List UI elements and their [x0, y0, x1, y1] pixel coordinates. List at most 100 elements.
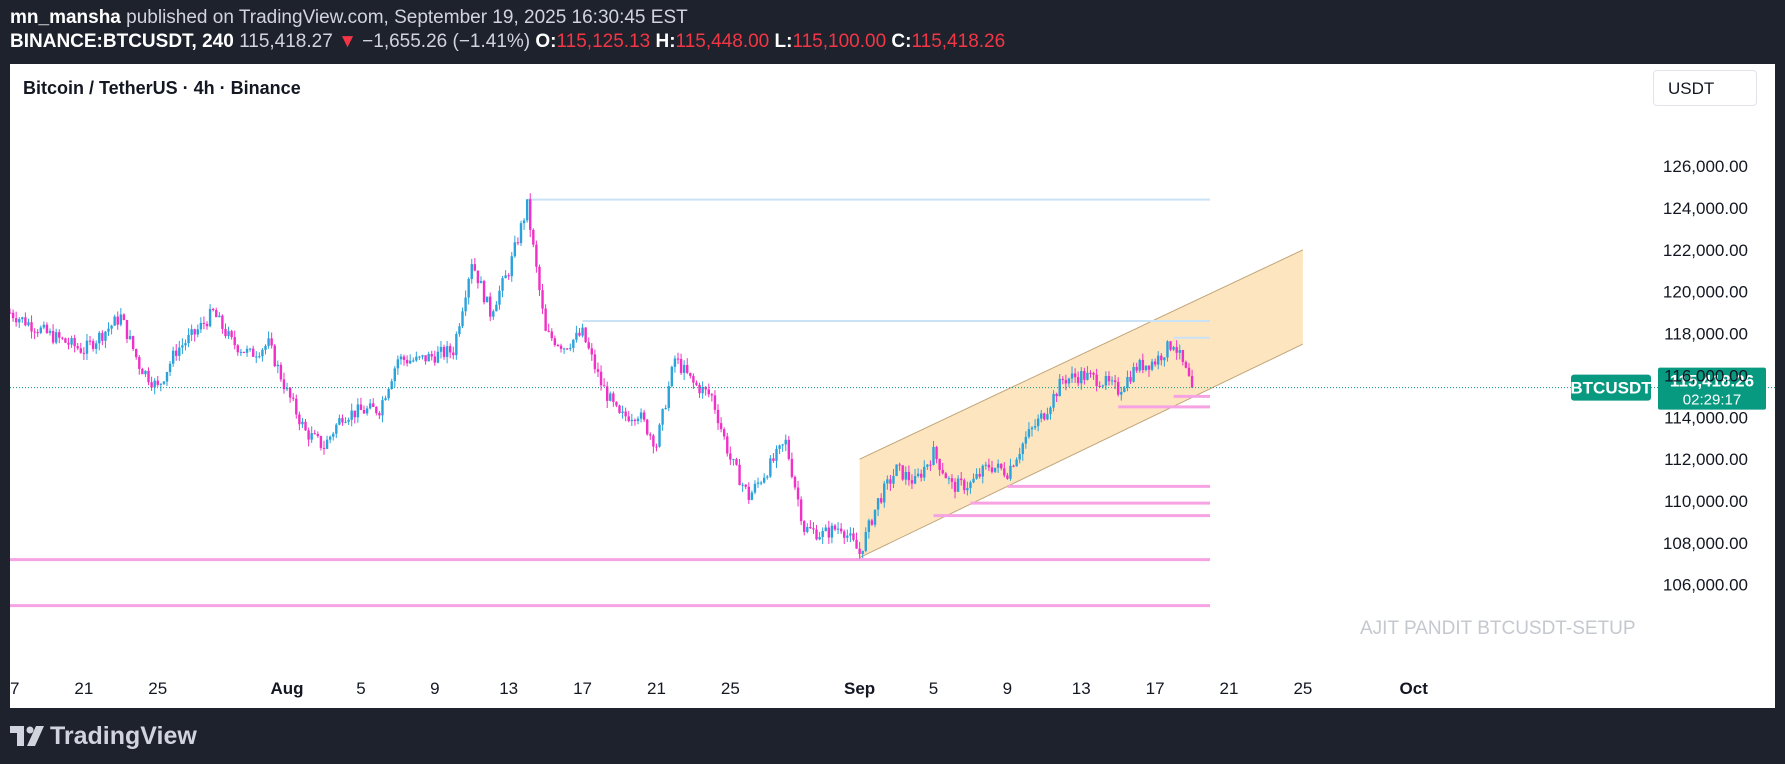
candle-body: [775, 448, 778, 461]
candle-body: [525, 199, 529, 221]
close-label: C:: [891, 31, 912, 52]
candle-body: [1030, 427, 1034, 430]
candle-body: [664, 407, 667, 409]
candle-body: [76, 346, 79, 349]
candle-body: [569, 347, 572, 349]
time-tick-label: 21: [74, 679, 93, 698]
candle-body: [544, 308, 547, 331]
candle-body: [1132, 366, 1135, 382]
symbol-tag: [1571, 374, 1651, 401]
candle-body: [926, 464, 929, 467]
candle-body: [910, 480, 914, 484]
candle-body: [208, 308, 212, 327]
publish-info: published on TradingView.com, September …: [126, 7, 688, 28]
candle-body: [759, 482, 763, 484]
candle-body: [778, 445, 781, 449]
candle-body: [833, 525, 837, 530]
candle-body: [322, 447, 326, 449]
candle-body: [790, 458, 794, 477]
time-tick-label: 25: [1293, 679, 1312, 698]
candle-body: [858, 548, 861, 554]
candle-body: [1144, 365, 1148, 371]
candle-body: [1067, 378, 1071, 384]
candle-body: [1024, 436, 1028, 444]
time-tick-label: 21: [647, 679, 666, 698]
time-tick-label: 17: [573, 679, 592, 698]
candle-body: [461, 311, 464, 327]
time-tick-label: 21: [1220, 679, 1239, 698]
candle-body: [990, 467, 994, 472]
candle-body: [793, 476, 797, 488]
candle-body: [809, 526, 812, 529]
candle-body: [1015, 459, 1018, 467]
candle-body: [889, 479, 892, 484]
time-tick-label: 9: [430, 679, 439, 698]
candle-body: [565, 348, 569, 350]
candle-body: [402, 356, 406, 360]
candle-body: [913, 476, 917, 484]
time-tick-label: 13: [1072, 679, 1091, 698]
candle-body: [1187, 367, 1191, 377]
candle-body: [449, 346, 452, 353]
open-label: O:: [535, 31, 557, 52]
chart-panel[interactable]: BTCUSDT 115,418.26 02:29:17 126,000.00 124,…: [10, 64, 1775, 708]
candle-body: [1172, 347, 1175, 350]
price-tick-label: 126,000.00: [1663, 157, 1748, 176]
candle-body: [1080, 371, 1083, 384]
candle-body: [821, 531, 824, 538]
candle-body: [10, 312, 12, 314]
candle-body: [1040, 413, 1043, 419]
candle-body: [378, 413, 381, 416]
candle-body: [578, 332, 581, 336]
candle-body: [584, 327, 587, 343]
candle-body: [455, 334, 458, 356]
candle-body: [919, 473, 923, 478]
candle-body: [292, 397, 295, 399]
candle-body: [870, 520, 874, 525]
candle-body: [722, 429, 726, 437]
candle-body: [48, 330, 52, 333]
candle-body: [661, 408, 664, 425]
candle-body: [261, 349, 264, 357]
candle-body: [482, 281, 486, 303]
author-name[interactable]: mn_mansha: [10, 7, 121, 28]
candle-body: [1117, 381, 1120, 395]
candle-body: [1009, 465, 1012, 479]
candle-body: [1073, 373, 1077, 378]
candle-body: [550, 331, 553, 339]
candle-body: [85, 340, 89, 354]
candle-body: [27, 322, 30, 326]
price-axis: 126,000.00 124,000.00 122,000.00 120,000.00…: [1663, 157, 1748, 595]
candle-body: [593, 354, 597, 370]
candle-body: [141, 368, 144, 375]
candle-body: [892, 475, 895, 484]
candle-body: [153, 380, 156, 388]
candle-body: [178, 347, 181, 356]
tradingview-logo[interactable]: TradingView: [10, 722, 197, 751]
candle-body: [267, 338, 270, 346]
candle-body: [1043, 413, 1046, 420]
candle-body: [255, 356, 258, 358]
candle-body: [815, 529, 818, 540]
candle-body: [864, 531, 867, 551]
currency-button[interactable]: USDT: [1653, 70, 1757, 106]
candle-body: [125, 320, 129, 340]
candle-body: [627, 416, 630, 422]
candle-body: [282, 379, 286, 390]
candle-body: [245, 348, 249, 353]
candle-body: [147, 370, 150, 383]
candle-body: [747, 486, 750, 500]
chart-title: Bitcoin / TetherUS · 4h · Binance: [23, 78, 301, 98]
candle-body: [365, 408, 369, 414]
candle-body: [547, 330, 550, 332]
levels-layer: [10, 198, 1210, 608]
candle-body: [464, 297, 467, 312]
candle-body: [602, 385, 606, 387]
candle-body: [830, 525, 834, 538]
candle-body: [458, 326, 461, 335]
candle-body: [769, 458, 772, 477]
price-tick-label: 124,000.00: [1663, 199, 1748, 218]
candle-body: [741, 484, 744, 486]
candle-countdown: 02:29:17: [1683, 392, 1741, 409]
